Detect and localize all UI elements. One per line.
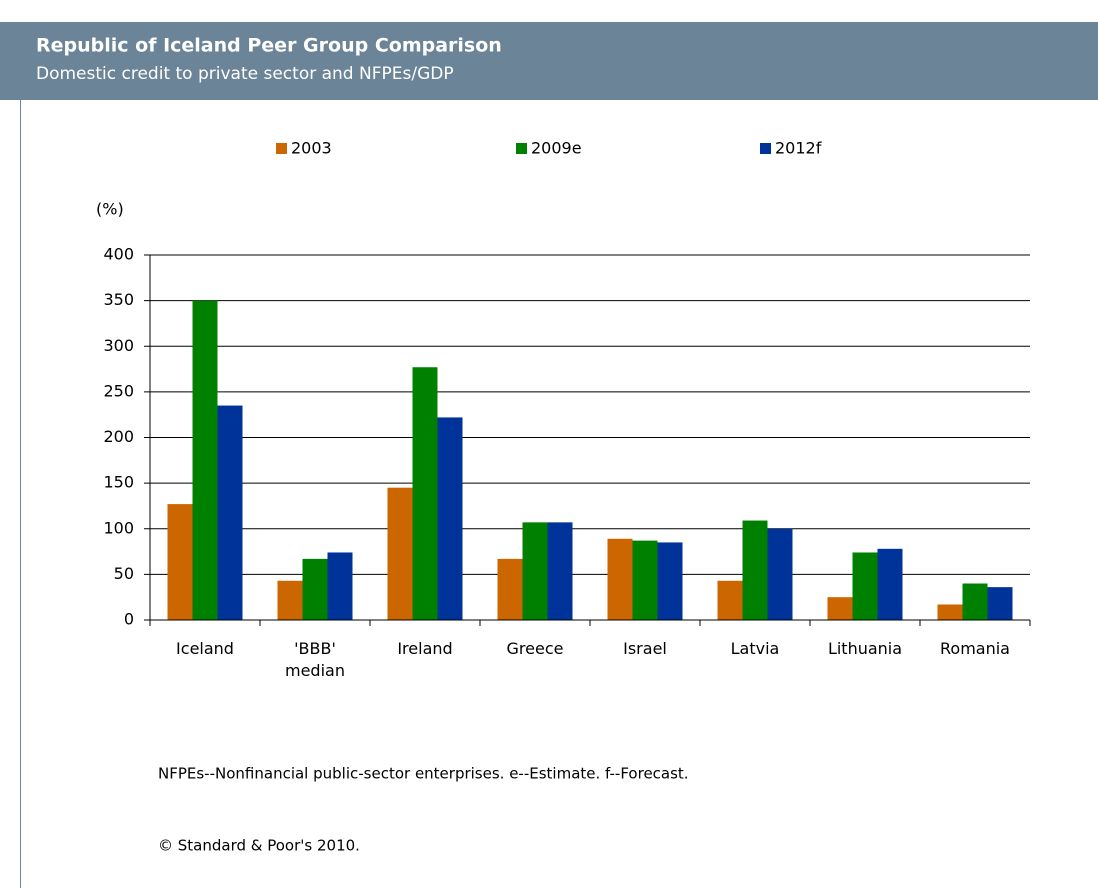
bar: [632, 540, 658, 620]
y-tick-label: 100: [103, 518, 134, 537]
bar: [192, 300, 218, 620]
y-tick-label: 400: [103, 245, 134, 264]
y-tick-label: 150: [103, 473, 134, 492]
x-tick-label: Latvia: [730, 639, 780, 658]
bar: [742, 520, 768, 620]
header-band: [0, 22, 1098, 100]
bar: [852, 552, 878, 620]
bar: [387, 487, 413, 620]
bar: [497, 558, 523, 620]
bar: [657, 542, 683, 620]
chart-subtitle: Domestic credit to private sector and NF…: [36, 64, 454, 84]
bar: [987, 587, 1013, 620]
bar: [437, 417, 463, 620]
x-tick-label: Israel: [623, 639, 667, 658]
legend-swatch: [276, 143, 287, 154]
x-tick-label: 'BBB' median: [285, 639, 345, 680]
x-tick-label: Greece: [506, 639, 564, 658]
y-axis-label: (%): [96, 200, 124, 219]
bar: [217, 405, 243, 620]
bar: [302, 558, 328, 620]
bar: [877, 548, 903, 620]
footnote: NFPEs--Nonfinancial public-sector enterp…: [158, 765, 689, 783]
legend-swatch: [760, 143, 771, 154]
legend-label: 2012f: [775, 139, 822, 158]
y-tick-label: 0: [124, 610, 134, 629]
x-tick-label: Romania: [940, 639, 1010, 658]
x-tick-label: Iceland: [176, 639, 234, 658]
bar: [522, 522, 548, 620]
bar: [167, 504, 193, 620]
y-tick-label: 300: [103, 336, 134, 355]
bar: [767, 528, 793, 620]
bar: [937, 604, 963, 620]
y-tick-label: 50: [114, 564, 134, 583]
legend-label: 2009e: [531, 139, 582, 158]
bar: [717, 580, 743, 620]
legend-label: 2003: [291, 139, 332, 158]
bar: [327, 552, 353, 620]
y-tick-label: 250: [103, 381, 134, 400]
bar: [962, 583, 988, 620]
x-tick-label: Ireland: [397, 639, 453, 658]
y-tick-label: 200: [103, 427, 134, 446]
x-tick-label: Lithuania: [827, 639, 903, 658]
legend-swatch: [516, 143, 527, 154]
bar: [607, 538, 633, 620]
bar: [412, 367, 438, 620]
bar: [277, 580, 303, 620]
bar: [827, 597, 853, 620]
copyright: © Standard & Poor's 2010.: [158, 837, 360, 855]
y-tick-label: 350: [103, 290, 134, 309]
chart-title: Republic of Iceland Peer Group Compariso…: [36, 35, 502, 57]
bar: [547, 522, 573, 620]
